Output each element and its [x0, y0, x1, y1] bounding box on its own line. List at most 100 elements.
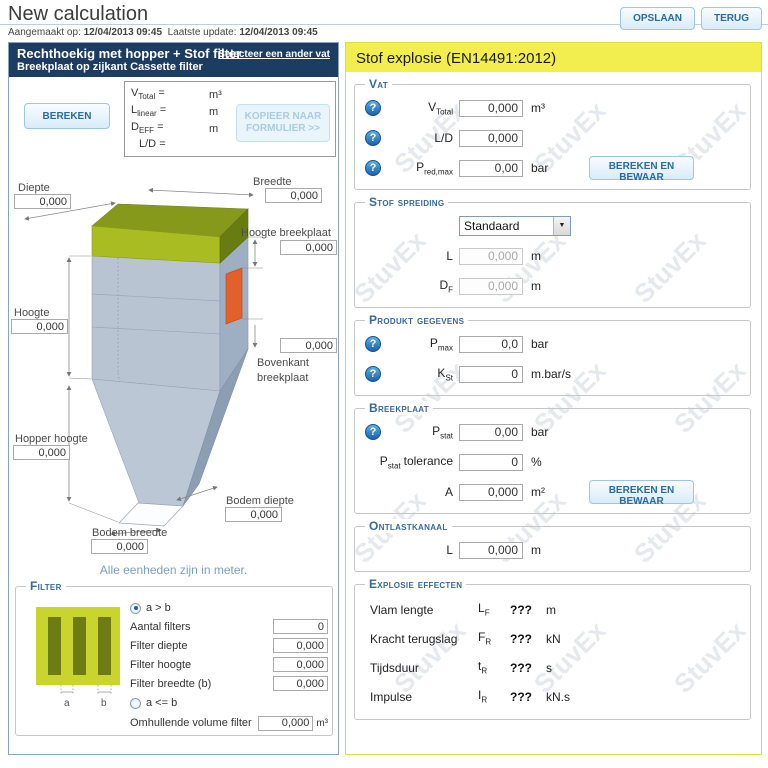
help-icon[interactable]: ? [365, 100, 381, 116]
unit-label: bar [531, 337, 549, 351]
explosion-panel-body: StuvEx StuvEx StuvEx StuvEx StuvEx StuvE… [346, 72, 761, 754]
unit-label: bar [531, 425, 549, 439]
result-vtotal: VTotal = m³ [131, 86, 329, 103]
stof-spreiding-legend: Stof spreiding [365, 195, 449, 209]
radio-a-gt-b-label: a > b [146, 602, 171, 614]
breedte-input[interactable] [265, 188, 322, 203]
bereken-bewaar-breekplaat-button[interactable]: BEREKEN EN BEWAAR [589, 480, 694, 507]
bodem-diepte-input[interactable] [225, 507, 282, 522]
save-button[interactable]: OPSLAAN [620, 7, 695, 30]
hoogte-input[interactable] [11, 319, 68, 334]
vlam-lengte-label: Vlam lengte [370, 602, 434, 617]
unit-label: m² [531, 485, 545, 499]
unit-label: m³ [316, 717, 328, 729]
bodem-breedte-input[interactable] [91, 539, 148, 554]
radio-a-gt-b[interactable] [130, 602, 141, 614]
filter-diepte-row: Filter diepte [130, 636, 328, 655]
filter-diepte-input[interactable] [273, 638, 328, 653]
hopper-hoogte-input[interactable] [13, 445, 70, 460]
help-icon[interactable]: ? [365, 336, 381, 352]
vlam-lengte-value: ??? [510, 602, 532, 617]
bodem-breedte-label: Bodem breedte [92, 527, 168, 539]
updated-label: Laatste update: [167, 27, 237, 38]
vent-area-label: A [444, 485, 453, 499]
ontlast-l-label: L [446, 543, 453, 557]
result-llinear: Llinear = m [131, 103, 329, 120]
kst-input[interactable] [459, 365, 523, 383]
predmax-input[interactable] [459, 159, 523, 177]
bovenkant-breekplaat-input[interactable] [280, 338, 337, 353]
explosion-panel-title: Stof explosie (EN14491:2012) [346, 43, 761, 72]
select-other-vessel-link[interactable]: Selecteer een ander vat [218, 49, 330, 60]
stof-spreiding-fieldset: Stof spreiding Standaard ▼ L m DF [354, 195, 751, 308]
radio-a-le-b[interactable] [130, 697, 141, 709]
breekplaat-panel [225, 267, 243, 325]
back-button[interactable]: TERUG [701, 7, 762, 30]
vessel-drawing [24, 187, 263, 537]
unit-label: m³ [531, 101, 545, 115]
selected-option: Standaard [464, 219, 520, 233]
aantal-filters-input[interactable] [273, 619, 328, 634]
aantal-filters-label: Aantal filters [130, 620, 191, 633]
hopper-hoogte-label: Hopper hoogte [15, 433, 88, 445]
created-value: 12/04/2013 09:45 [83, 27, 163, 38]
diepte-input[interactable] [14, 194, 71, 209]
predmax-label: Pred,max [416, 159, 453, 177]
stof-spreiding-select[interactable]: Standaard ▼ [459, 216, 571, 236]
filter-breedte-input[interactable] [273, 676, 328, 691]
vent-area-input[interactable] [459, 483, 523, 501]
help-icon[interactable]: ? [365, 424, 381, 440]
copy-to-form-button[interactable]: KOPIEER NAAR FORMULIER >> [236, 104, 330, 142]
vtotal-label: VTotal [428, 99, 453, 117]
ontlast-l-input[interactable] [459, 541, 523, 559]
filter-fieldset: Filter a b [15, 579, 333, 736]
filter-breedte-row: Filter breedte (b) [130, 674, 328, 693]
hopper-front-face [91, 378, 221, 507]
omhullende-volume-row: Omhullende volume filter m³ [130, 713, 328, 733]
ld-input[interactable] [459, 129, 523, 147]
result-deff: DEFF = m [131, 120, 329, 137]
hopper-side-face [182, 348, 249, 507]
unit-label: m [531, 249, 541, 263]
tijdsduur-value: ??? [510, 660, 532, 675]
unit-label: bar [531, 161, 549, 175]
radio-a-le-b-label: a <= b [146, 697, 178, 709]
unit-label: kN [546, 631, 561, 646]
impulse-row: Impulse IR ??? kN.s [355, 682, 750, 711]
omhullende-volume-label: Omhullende volume filter [130, 717, 252, 729]
bereken-bewaar-vat-button[interactable]: BEREKEN EN BEWAAR [589, 156, 694, 183]
filter-hoogte-row: Filter hoogte [130, 655, 328, 674]
bodem-diepte-label: Bodem diepte [226, 495, 294, 507]
pstat-input[interactable] [459, 423, 523, 441]
vlam-lengte-row: Vlam lengte LF ??? m [355, 595, 750, 624]
unit-label: m [531, 543, 541, 557]
help-icon[interactable]: ? [365, 366, 381, 382]
hoogte-label: Hoogte [14, 307, 50, 319]
help-icon[interactable]: ? [365, 160, 381, 176]
unit-label: m [531, 279, 541, 293]
filter-breedte-label: Filter breedte (b) [130, 677, 212, 690]
help-icon[interactable]: ? [365, 130, 381, 146]
omhullende-volume-input[interactable] [258, 715, 314, 731]
vessel-panel: Rechthoekig met hopper + Stof filter Bre… [8, 42, 339, 755]
vessel-panel-header: Rechthoekig met hopper + Stof filter Bre… [9, 43, 338, 77]
result-ld: L/D = [139, 138, 166, 151]
vessel-diagram: Diepte Breedte Hoogte breekplaat Hoogte … [9, 173, 339, 565]
tijdsduur-symbol: tR [478, 659, 488, 676]
vtotal-input[interactable] [459, 99, 523, 117]
pstat-tolerance-label: Pstat tolerance [379, 453, 453, 471]
spreiding-df-input[interactable] [459, 277, 523, 295]
ld-label: L/D [434, 131, 453, 145]
bovenkant-breekplaat-label-1: Bovenkant [257, 357, 309, 369]
pmax-input[interactable] [459, 335, 523, 353]
pstat-tolerance-input[interactable] [459, 453, 523, 471]
filter-dim-b-label: b [101, 698, 107, 709]
chevron-down-icon: ▼ [553, 217, 570, 235]
filter-hoogte-input[interactable] [273, 657, 328, 672]
kst-label: KSt [437, 365, 453, 383]
spreiding-l-input[interactable] [459, 247, 523, 265]
bereken-button[interactable]: BEREKEN [24, 103, 110, 129]
hoogte-breekplaat-input[interactable] [280, 240, 337, 255]
unit-label: m [209, 105, 219, 118]
